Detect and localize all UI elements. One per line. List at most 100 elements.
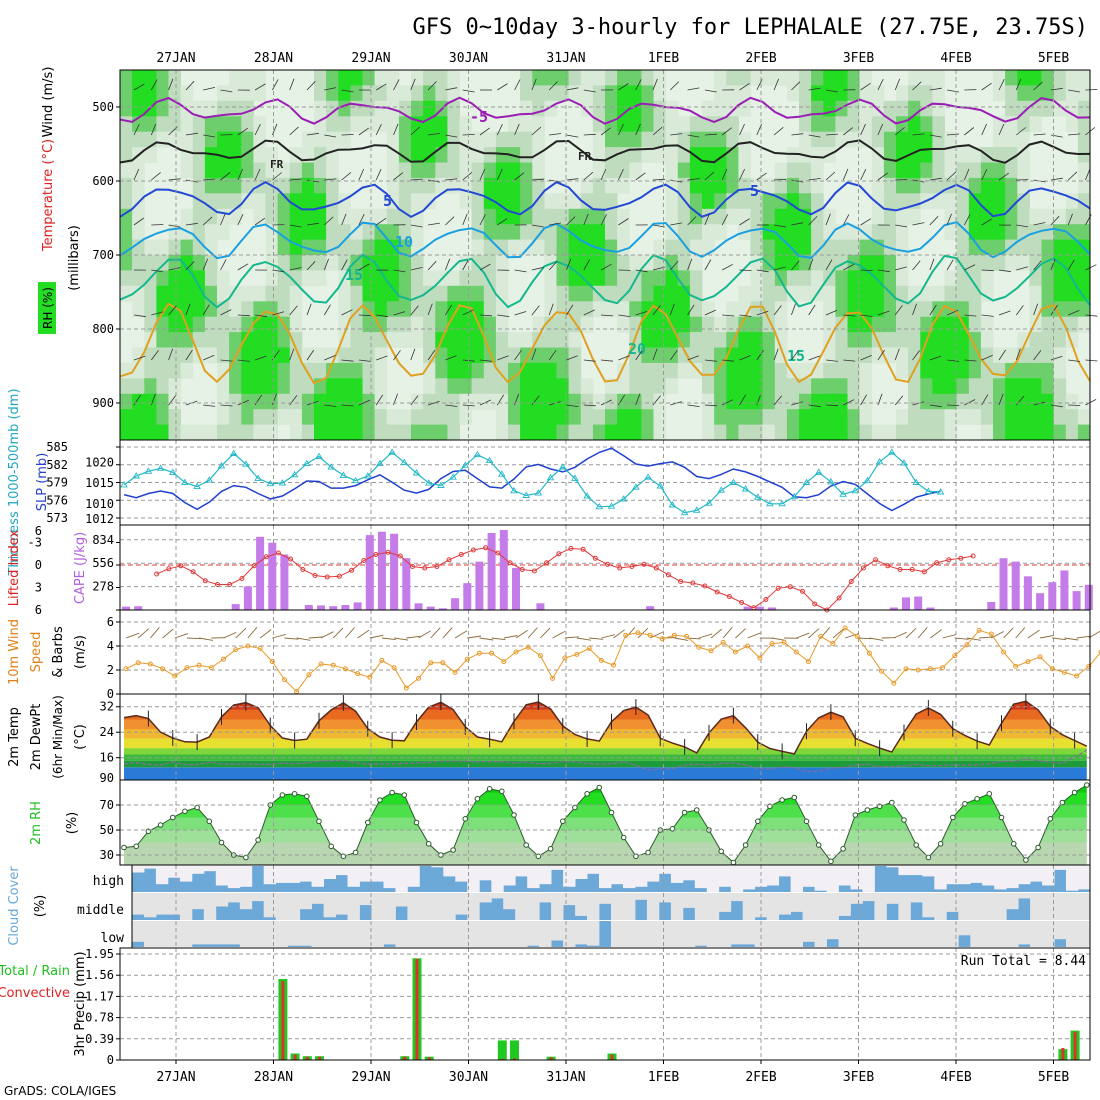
- rh-cell: [229, 409, 242, 426]
- wind-barb: [964, 214, 971, 226]
- wind-barb: [600, 168, 607, 181]
- rh-cell: [471, 208, 485, 225]
- rh-cell: [1017, 208, 1030, 225]
- rh-cell: [592, 301, 606, 318]
- wind10m-barb: [747, 632, 761, 639]
- wind-barb: [929, 134, 942, 138]
- thickness-marker: [827, 478, 835, 485]
- rh-cell: [811, 70, 824, 86]
- rh-cell: [386, 285, 400, 302]
- rh-cell: [799, 393, 812, 410]
- contour-label: FR: [578, 150, 592, 163]
- wind-barb: [427, 260, 437, 271]
- rh-cell: [908, 116, 921, 133]
- precip-convective-bar: [500, 1058, 504, 1060]
- thickness-marker: [912, 478, 920, 485]
- rh2m-point: [1084, 782, 1090, 788]
- wind-barb: [203, 134, 216, 138]
- rh-cell: [301, 162, 315, 179]
- cape-bar: [743, 606, 752, 610]
- wind-barb: [981, 123, 987, 136]
- rh-cell: [653, 316, 667, 333]
- cape-bar: [414, 603, 423, 610]
- rh-cell: [301, 424, 315, 441]
- rh-cell: [835, 378, 848, 395]
- wind-barb: [548, 81, 558, 91]
- rh2m-point: [584, 791, 590, 797]
- wind10m-label-2: Speed: [29, 632, 44, 673]
- cloud-high-bar: [718, 866, 732, 887]
- wind-barb: [133, 217, 145, 226]
- thickness-marker: [656, 482, 665, 489]
- wind-barb: [306, 349, 315, 361]
- rh-cell: [1065, 116, 1079, 133]
- rh-cell: [1053, 378, 1067, 395]
- wind10m-barb: [979, 636, 994, 639]
- lifted-index-point: [215, 582, 220, 587]
- rh-cell: [253, 347, 266, 364]
- wind-barb: [497, 314, 510, 317]
- cloud-high-bar: [862, 866, 875, 892]
- wind-barb: [133, 83, 145, 91]
- wind-barb: [306, 261, 316, 271]
- wind10m-speed-point: [696, 644, 702, 650]
- wind-barb: [341, 172, 352, 181]
- rh-cell: [1077, 100, 1091, 117]
- rh-cell: [411, 193, 424, 210]
- rh-cell: [968, 362, 982, 379]
- rh-cell: [350, 208, 363, 225]
- wind-barb: [168, 305, 177, 316]
- rh-cell: [908, 424, 921, 441]
- rh-cell: [1017, 116, 1030, 133]
- rh-cell: [944, 409, 958, 426]
- wind-barb: [600, 263, 612, 271]
- rh-cell: [823, 393, 836, 410]
- rh-cell: [786, 162, 800, 179]
- rh-cell: [1065, 70, 1079, 86]
- precip-ytick-label: 0.78: [85, 1011, 114, 1025]
- wind-barb: [410, 178, 423, 181]
- rh-cell: [1041, 347, 1055, 364]
- rh-cell: [896, 409, 909, 426]
- rh-cell: [447, 162, 460, 179]
- rh-cell: [180, 131, 194, 148]
- rh-cell: [993, 362, 1006, 379]
- rh-cell: [362, 424, 376, 441]
- rh-cell: [592, 131, 606, 148]
- rh-cell: [896, 177, 909, 194]
- rh-cell: [1017, 177, 1030, 194]
- wind10m-barb: [223, 631, 237, 639]
- dewpoint-line: [123, 749, 1088, 773]
- rh-cell: [277, 162, 291, 179]
- rh-cell: [241, 131, 254, 148]
- rh-cell: [641, 424, 654, 441]
- wind10m-barb: [442, 627, 453, 639]
- rh-cell: [217, 100, 230, 117]
- wind10m-speed-point: [623, 632, 629, 638]
- wind-barb: [496, 168, 503, 181]
- rh-cell: [192, 301, 206, 318]
- upper-air-rh-label: RH (%): [41, 287, 55, 329]
- rh-cell: [362, 100, 376, 117]
- rh-cell: [786, 193, 800, 210]
- cloud-low-bar: [395, 921, 408, 947]
- wind-barb: [462, 213, 468, 226]
- cloud-low-bar: [419, 921, 432, 947]
- wind10m-speed-point: [440, 660, 446, 666]
- rh2m-point: [925, 854, 932, 861]
- wind-barb: [773, 126, 784, 136]
- wind10m-speed-point: [940, 665, 946, 671]
- rh-cell: [411, 131, 424, 148]
- rh-cell: [653, 393, 667, 410]
- rh-cell: [641, 147, 654, 163]
- rh-cell: [204, 316, 218, 333]
- rh-cell: [289, 301, 303, 318]
- rh-cell: [241, 378, 254, 395]
- wind10m-speed-point: [988, 631, 994, 637]
- temperature-contour: [119, 139, 1091, 164]
- wind10m-barb: [527, 627, 538, 639]
- rh-cell: [944, 393, 958, 410]
- rh-cell: [1017, 193, 1030, 210]
- rh-cell: [908, 378, 921, 395]
- rh-cell: [301, 239, 315, 256]
